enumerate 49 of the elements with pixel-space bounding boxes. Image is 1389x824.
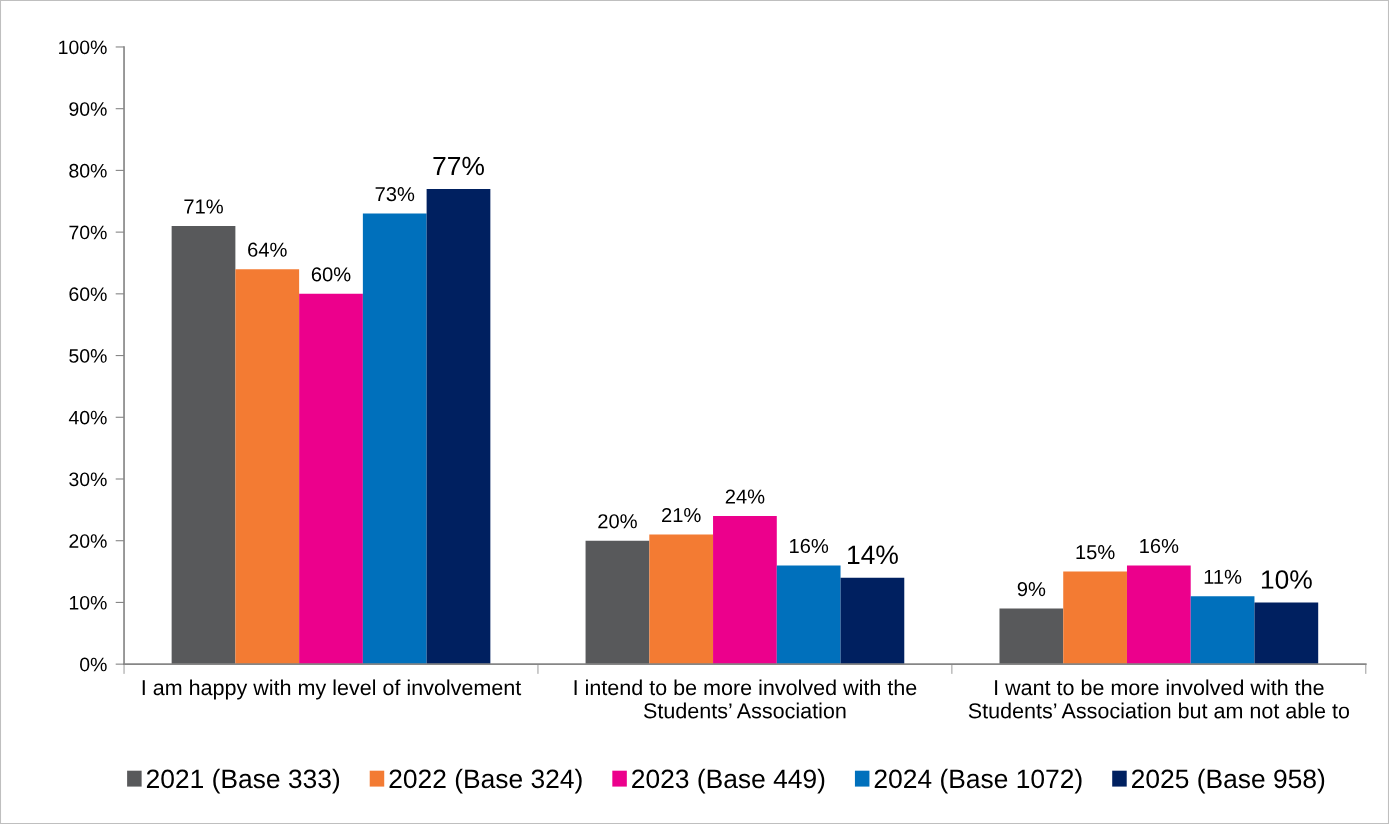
legend-label: 2025 (Base 958): [1132, 768, 1325, 794]
bar: [585, 540, 650, 665]
bar: [776, 565, 841, 665]
y-tick-label: 0%: [80, 657, 107, 672]
y-tick-label: 70%: [69, 225, 107, 240]
data-label: 71%: [184, 199, 223, 214]
bar: [713, 516, 777, 665]
data-label: 15%: [1076, 545, 1115, 560]
bar: [1126, 565, 1191, 665]
data-label: 16%: [790, 538, 829, 554]
data-label: 21%: [662, 507, 701, 523]
y-tick-label: 40%: [68, 410, 107, 425]
x-tick-label: I am happy with my level of involvement: [142, 679, 522, 700]
bar: [649, 534, 714, 665]
legend-label: 2023 (Base 449): [632, 768, 825, 794]
bar: [1190, 596, 1255, 665]
y-tick-label: 100%: [59, 40, 107, 55]
y-tick-label: 10%: [69, 595, 107, 610]
data-label: 73%: [375, 187, 415, 202]
y-tick-label: 80%: [69, 163, 107, 178]
bar: [999, 608, 1064, 665]
data-label: 77%: [433, 156, 484, 176]
y-tick-label: 50%: [69, 349, 107, 363]
y-tick-label: 60%: [69, 287, 107, 302]
data-label: 10%: [1261, 570, 1312, 589]
bar: [299, 293, 363, 665]
bar: [840, 577, 905, 665]
bar: [362, 213, 427, 665]
legend-label: 2024 (Base 1072): [874, 768, 1082, 794]
data-label: 14%: [848, 545, 898, 565]
bar: [235, 269, 300, 665]
data-label: 11%: [1204, 569, 1242, 584]
data-label: 24%: [725, 489, 765, 504]
y-tick-label: 90%: [69, 102, 107, 116]
data-label: 20%: [598, 514, 637, 529]
x-tick-label: I want to be more involved with the Students’ Association but am not able to: [968, 679, 1350, 719]
x-tick-label: I intend to be more involved with the Students’ Association: [574, 679, 917, 719]
y-tick-label: 20%: [69, 534, 107, 548]
data-label: 60%: [311, 267, 351, 282]
legend-label: 2021 (Base 333): [146, 768, 340, 794]
legend-label: 2022 (Base 324): [389, 768, 582, 794]
bar: [1063, 571, 1127, 665]
bar: [1254, 602, 1319, 665]
data-label: 64%: [248, 242, 287, 257]
data-label: 16%: [1140, 538, 1179, 554]
bar: [171, 225, 236, 665]
y-tick-label: 30%: [69, 472, 107, 487]
bar: [426, 188, 491, 665]
data-label: 9%: [1017, 582, 1046, 597]
